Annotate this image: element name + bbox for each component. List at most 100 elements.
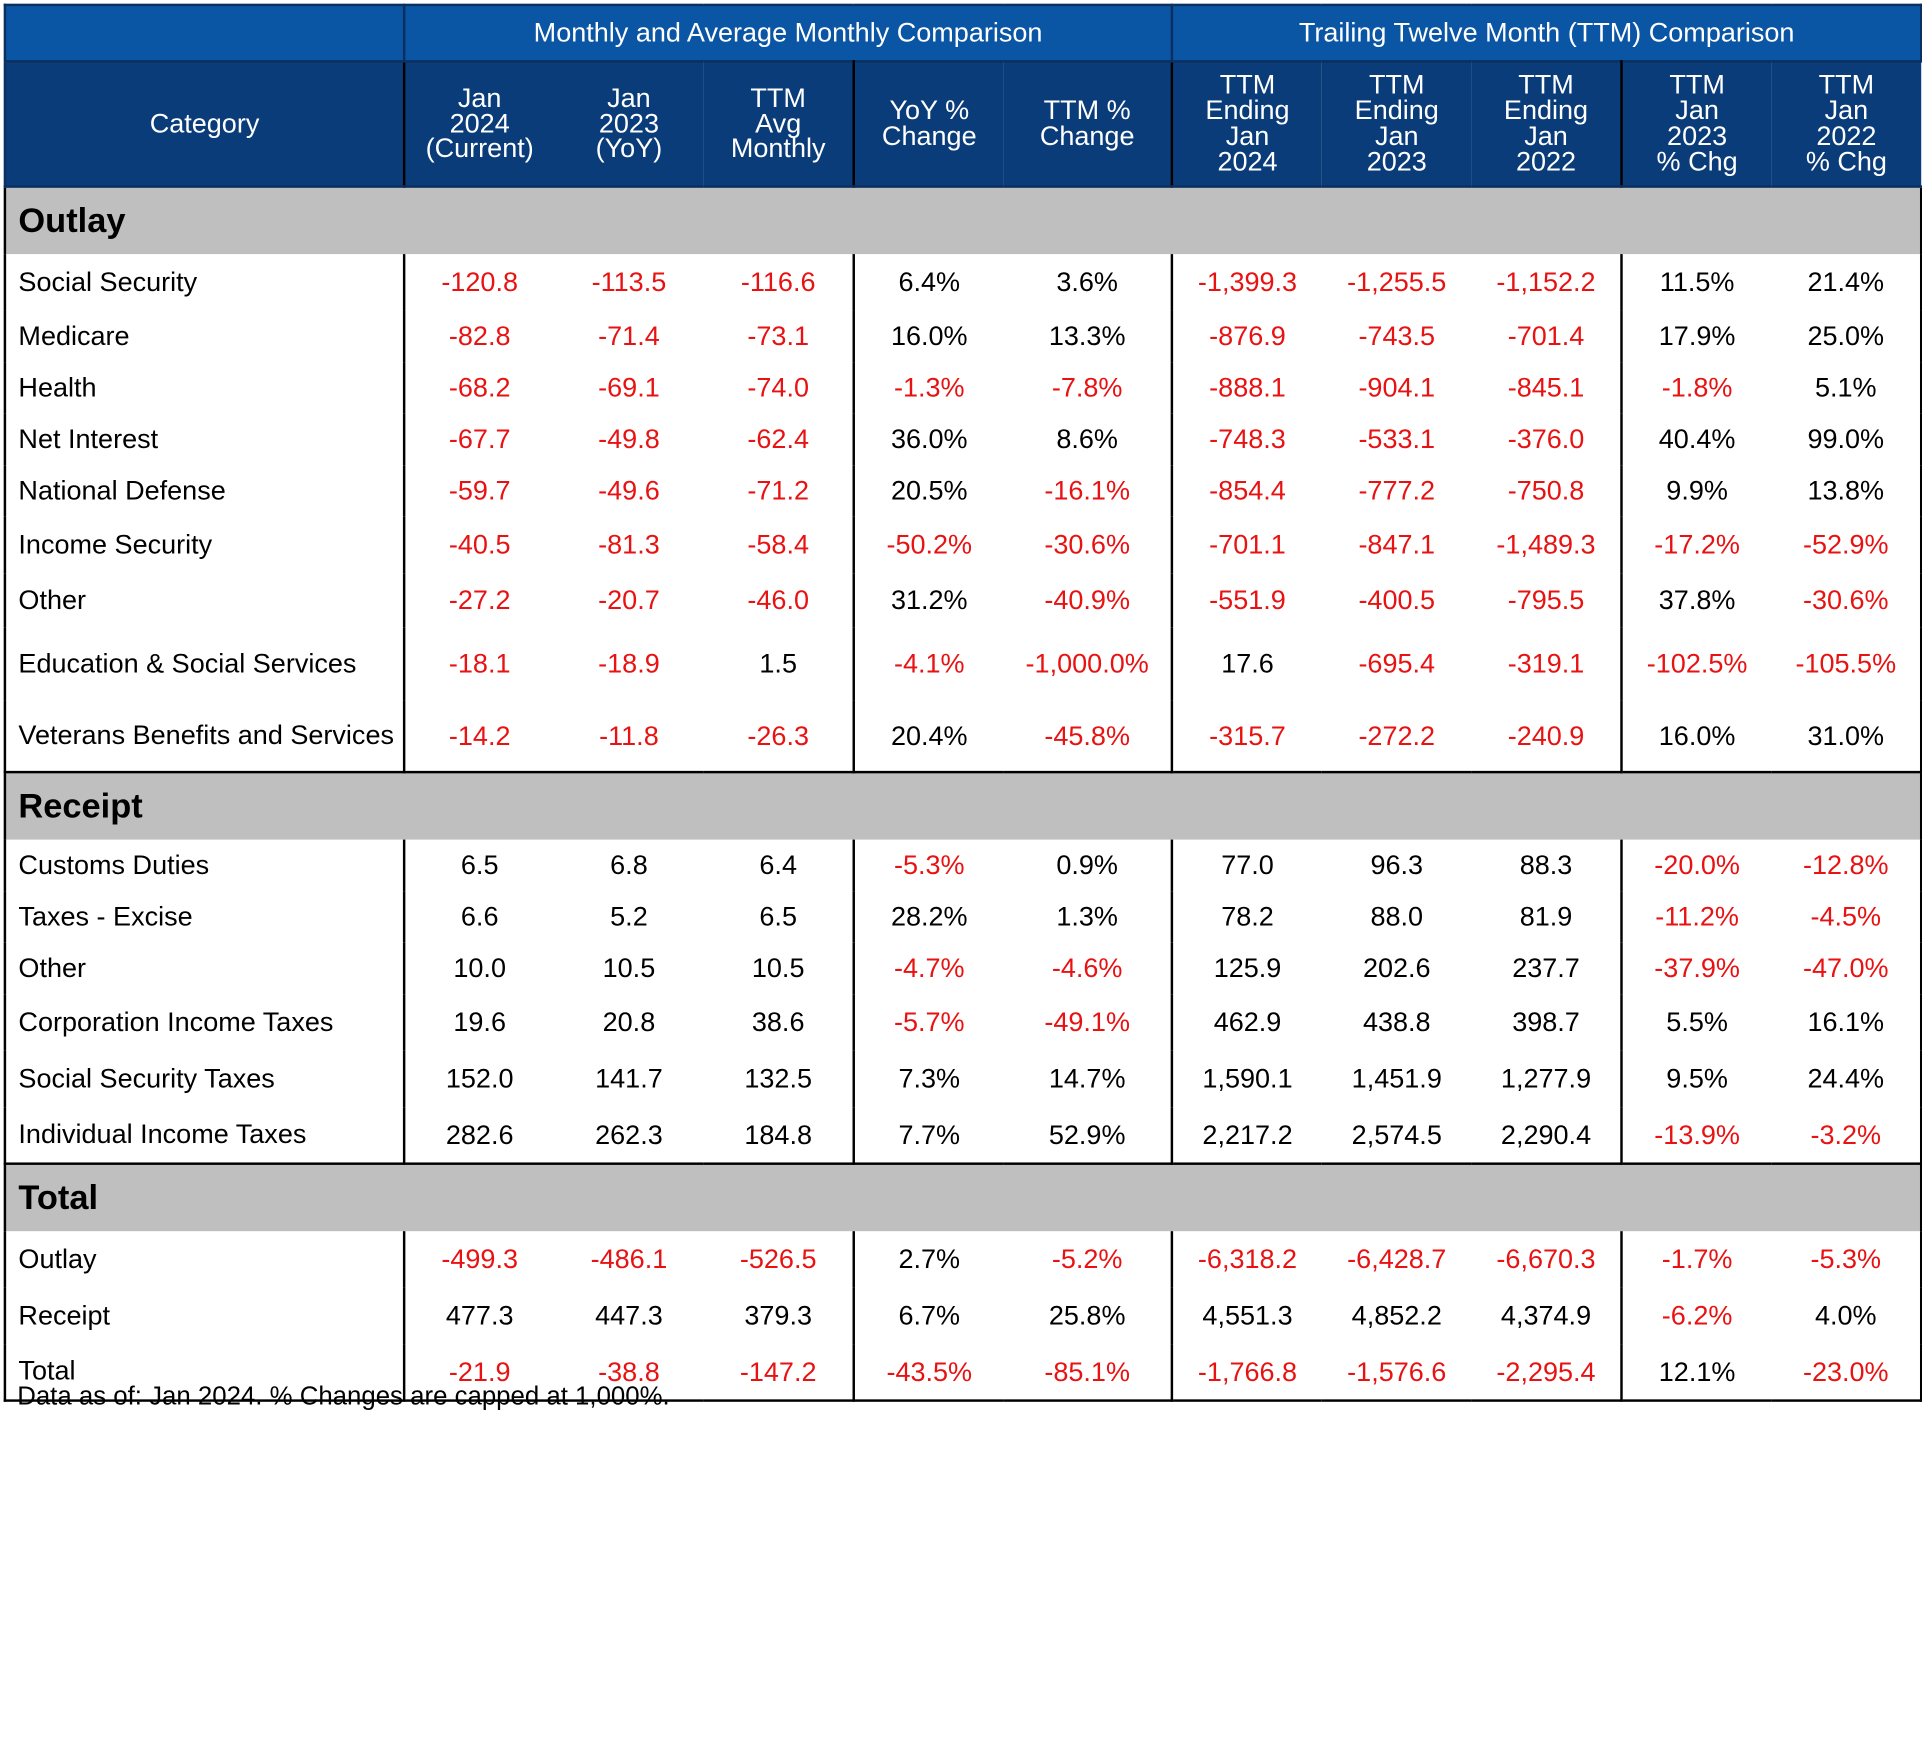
value-cell: 7.7% [853, 1107, 1004, 1165]
value-cell: 16.0% [1621, 700, 1772, 774]
value-cell: -5.3% [893, 849, 965, 881]
value-cell: 81.9 [1471, 891, 1623, 943]
value-cell: 6.7% [898, 1299, 961, 1331]
table-row: Other -27.2 -20.7 -46.0 31.2% -40.9% -551.9 -40… [3, 573, 1922, 628]
value-cell: -743.5 [1358, 320, 1436, 352]
row-label: Medicare [3, 310, 406, 363]
value-cell: 462.9 [1213, 1006, 1282, 1038]
value-cell: 5.5% [1666, 1006, 1728, 1038]
row-label: National Defense [3, 465, 406, 517]
value-cell: -1,255.5 [1347, 266, 1447, 298]
section-header-row: Receipt [3, 772, 1922, 840]
row-label: Taxes - Excise [3, 891, 406, 943]
row-label: Customs Duties [3, 839, 406, 892]
value-cell: 202.6 [1362, 952, 1431, 984]
column-header: TTM Avg Monthly [703, 60, 855, 188]
group-header-ttm: Trailing Twelve Month (TTM) Comparison [1170, 3, 1922, 62]
value-cell: -888.1 [1209, 371, 1286, 403]
table-row: Medicare -82.8 -71.4 -73.1 16.0% 13.3% -876.9 -… [3, 310, 1922, 363]
value-cell: -7.8% [1003, 362, 1174, 414]
table-row: Outlay -499.3 -486.1 -526.5 2.7% -5.2% -6,318.… [3, 1231, 1922, 1288]
row-label: Other [3, 573, 406, 628]
value-cell: -14.2 [404, 700, 555, 774]
value-cell: -58.4 [703, 516, 855, 574]
value-cell: -526.5 [703, 1231, 855, 1288]
value-cell: 3.6% [1003, 254, 1174, 311]
value-cell: 17.6 [1221, 648, 1274, 679]
value-cell: -2,295.4 [1471, 1344, 1623, 1402]
value-cell: 1.3% [1003, 891, 1174, 943]
column-header: Jan 2023 (YoY) [554, 60, 704, 188]
value-cell: 379.3 [703, 1287, 855, 1345]
value-cell: -854.4 [1209, 475, 1286, 506]
value-cell: -1.3% [893, 371, 965, 403]
row-label: Education & Social Services [3, 627, 406, 701]
row-label: Individual Income Taxes [3, 1107, 406, 1165]
value-cell: 37.8% [1658, 584, 1736, 615]
value-cell: 9.9% [1666, 475, 1728, 506]
value-cell: 25.0% [1771, 310, 1922, 363]
value-cell: 2,290.4 [1471, 1107, 1623, 1165]
group-header-monthly: Monthly and Average Monthly Comparison [402, 3, 1174, 62]
value-cell: -71.4 [598, 320, 660, 352]
value-cell: -695.4 [1358, 648, 1436, 679]
value-cell: -20.0% [1654, 849, 1740, 881]
value-cell: -4.7% [893, 952, 965, 984]
value-cell: 20.4% [853, 700, 1004, 774]
table-row: Health -68.2 -69.1 -74.0 -1.3% -7.8% -888.1 -90… [3, 362, 1922, 414]
value-cell: 16.1% [1771, 994, 1922, 1051]
value-cell: -1.7% [1661, 1243, 1733, 1275]
budget-comparison-table: Monthly and Average Monthly Comparison T… [3, 3, 1922, 1402]
section-header-row: Total [3, 1163, 1922, 1232]
value-cell: -116.6 [703, 254, 855, 311]
value-cell: -1,000.0% [1003, 627, 1174, 701]
value-cell: -69.1 [598, 371, 660, 403]
column-header: TTM Ending Jan 2023 [1321, 60, 1472, 188]
value-cell: -400.5 [1358, 584, 1436, 615]
row-label: Veterans Benefits and Services [3, 700, 406, 774]
value-cell: -113.5 [591, 266, 667, 298]
value-cell: -748.3 [1209, 423, 1286, 455]
value-cell: 184.8 [703, 1107, 855, 1165]
group-header-blank [3, 3, 406, 62]
value-cell: 31.0% [1771, 700, 1922, 774]
value-cell: -30.6% [1771, 573, 1922, 628]
value-cell: -5.2% [1003, 1231, 1174, 1288]
value-cell: -315.7 [1171, 700, 1322, 774]
value-cell: 20.8 [602, 1006, 656, 1038]
value-cell: -4.6% [1003, 942, 1174, 995]
table-body: Outlay Social Security -120.8 -113.5 -116.6 6… [3, 186, 1922, 1402]
value-cell: -17.2% [1654, 529, 1740, 560]
value-cell: 38.6 [703, 994, 855, 1051]
value-cell: -1,152.2 [1471, 254, 1623, 311]
value-cell: 125.9 [1213, 952, 1282, 984]
value-cell: -20.7 [598, 584, 660, 615]
value-cell: 99.0% [1771, 413, 1922, 466]
value-cell: -82.8 [448, 320, 511, 352]
value-cell: 4.0% [1771, 1287, 1922, 1345]
section-title: Total [3, 1163, 1922, 1232]
table-row: Receipt 477.3 447.3 379.3 6.7% 25.8% 4,551.3 4,… [3, 1287, 1922, 1345]
value-cell: -105.5% [1771, 627, 1922, 701]
value-cell: 13.3% [1003, 310, 1174, 363]
value-cell: 17.9% [1658, 320, 1736, 352]
value-cell: 5.1% [1771, 362, 1922, 414]
value-cell: 31.2% [890, 584, 968, 615]
value-cell: 5.2 [610, 900, 648, 932]
column-header: TTM Jan 2022 % Chg [1771, 60, 1922, 188]
value-cell: -26.3 [703, 700, 855, 774]
value-cell: 11.5% [1659, 266, 1735, 298]
value-cell: -486.1 [590, 1243, 668, 1275]
value-cell: -18.9 [598, 648, 660, 679]
row-label: Other [3, 942, 406, 995]
table-row: Corporation Income Taxes 19.6 20.8 38.6 -5.7… [3, 994, 1922, 1051]
value-cell: -904.1 [1358, 371, 1436, 403]
table-row: Net Interest -67.7 -49.8 -62.4 36.0% 8.6% -748… [3, 413, 1922, 466]
value-cell: -49.6 [598, 475, 660, 506]
value-cell: 10.0 [453, 952, 506, 984]
value-cell: -845.1 [1471, 362, 1623, 414]
table-row: Social Security -120.8 -113.5 -116.6 6.4% 3.6… [3, 254, 1922, 311]
value-cell: -120.8 [441, 266, 519, 298]
value-cell: -21.9 [404, 1344, 555, 1402]
